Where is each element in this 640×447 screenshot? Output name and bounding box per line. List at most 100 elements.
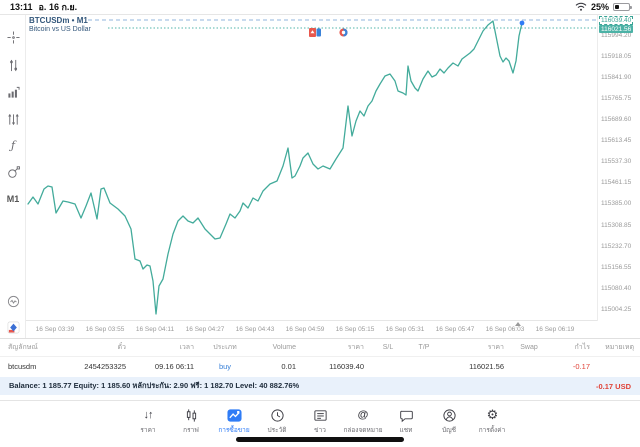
column-header: Volume (272, 344, 296, 351)
price-chart (27, 19, 597, 315)
clock-time: 13:11 (10, 2, 33, 12)
chart-region: ƒ M1 BTCUSDm • M1 Bitcoin vs US Dollar 1… (0, 14, 640, 338)
time-tick: 16 Sep 04:11 (135, 326, 175, 333)
indicators-icon[interactable] (0, 82, 26, 102)
timeframe-label: M1 (6, 194, 20, 204)
nav-item-label: กราฟ (183, 427, 199, 434)
time-tick: 16 Sep 06:03 (485, 326, 525, 333)
nav-item-chart-candles[interactable]: กราฟ (174, 407, 208, 435)
position-time-marker-icon (515, 322, 521, 326)
news-icon (313, 407, 328, 423)
chart-header: BTCUSDm • M1 Bitcoin vs US Dollar (29, 16, 91, 35)
nav-item-label: ประวัติ (267, 427, 287, 434)
settings-gear-icon: ⚙ (486, 407, 499, 422)
nav-item-news[interactable]: ข่าว (303, 407, 337, 435)
status-bar: 13:11 อ. 16 ก.ย. 25% (0, 0, 640, 14)
price-tick: 115232.70 (601, 242, 632, 250)
chat-icon (399, 407, 414, 423)
time-tick: 16 Sep 04:27 (185, 326, 225, 333)
positions-table: สัญลักษณ์ ตั๋ว เวลา ประเภท Volume ราคา S/L T/P ร… (0, 338, 640, 377)
nav-item-quotes-arrows[interactable]: ↓↑ ราคา (131, 407, 165, 435)
time-tick: 16 Sep 06:19 (535, 326, 575, 333)
price-tick: 115156.55 (601, 263, 632, 271)
time-tick: 16 Sep 05:15 (335, 326, 375, 333)
cell-profit: -0.17 (572, 362, 590, 371)
position-badge-icon (309, 24, 321, 42)
cell-current_price: 116021.56 (469, 362, 504, 371)
nav-item-mail-at[interactable]: @ กล่องจดหมาย (343, 407, 382, 435)
price-tick: 115004.25 (601, 305, 632, 313)
cell-ticket: 2454253325 (84, 362, 126, 371)
account-summary-text: Balance: 1 185.77 Equity: 1 185.60 หลักป… (9, 381, 300, 390)
open-price-axis-label: 116039.40 (599, 16, 634, 25)
position-row[interactable]: btcusdm 2454253325 09.16 06:11 buy 0.01 11603… (0, 356, 640, 376)
position-ring-icon (339, 24, 348, 42)
nav-item-trade-chart[interactable]: การซื้อขาย (217, 407, 251, 435)
column-header: ราคา (347, 344, 364, 351)
timeframe-button[interactable]: M1 (0, 189, 26, 209)
home-indicator[interactable] (236, 437, 404, 442)
column-header: ตั๋ว (117, 344, 126, 351)
price-tick: 115385.00 (601, 200, 632, 208)
column-header: ราคา (487, 344, 504, 351)
chart-toolbar: ƒ M1 (0, 15, 26, 338)
column-header: กำไร (574, 344, 590, 351)
column-header: เวลา (179, 344, 194, 351)
crosshair-icon[interactable] (0, 27, 26, 47)
current-price-axis-label: 116021.56 (599, 25, 634, 33)
cell-type: buy (218, 362, 232, 371)
calendar-icon[interactable] (0, 317, 26, 337)
time-tick: 16 Sep 05:31 (385, 326, 425, 333)
quotes-arrows-icon: ↓↑ (143, 409, 154, 421)
column-header: หมายเหตุ (605, 344, 634, 351)
cell-open_price: 116039.40 (329, 362, 364, 371)
column-header: ประเภท (213, 344, 237, 351)
time-tick: 16 Sep 03:39 (35, 326, 75, 333)
column-header: T/P (418, 344, 430, 351)
price-tick: 115537.30 (601, 158, 632, 166)
nav-item-label: บัญชี (441, 427, 457, 434)
nav-item-account[interactable]: บัญชี (432, 407, 466, 435)
chart-symbol-description: Bitcoin vs US Dollar (29, 26, 91, 33)
candles-tool-icon[interactable] (0, 55, 26, 75)
nav-item-label: การตั้งค่า (478, 427, 506, 434)
price-tick: 115080.40 (601, 284, 632, 292)
sliders-icon[interactable] (0, 109, 26, 129)
battery-percent: 25% (590, 2, 609, 12)
price-tick: 115461.15 (601, 179, 632, 187)
column-header: S/L (382, 344, 394, 351)
bottom-nav: ↓↑ ราคา กราฟ การซื้อขาย ประวัติ ข่าว @ กล่องจดห… (0, 400, 640, 447)
price-tick: 115689.60 (601, 116, 632, 124)
chart-candles-icon (184, 407, 199, 423)
pulse-clock-icon[interactable] (0, 291, 26, 311)
nav-item-history-clock[interactable]: ประวัติ (260, 407, 294, 435)
mail-at-icon: @ (357, 409, 369, 421)
history-clock-icon (270, 407, 285, 423)
cell-volume: 0.01 (281, 362, 296, 371)
nav-item-settings-gear[interactable]: ⚙ การตั้งค่า (475, 407, 509, 435)
cell-symbol: btcusdm (8, 362, 37, 371)
battery-icon (613, 3, 632, 11)
nav-item-label: การซื้อขาย (218, 427, 250, 434)
price-line-series (27, 20, 523, 315)
floating-profit: -0.17 USD (595, 381, 631, 391)
price-tick: 115308.85 (601, 221, 632, 229)
chart-symbol-title: BTCUSDm • M1 (29, 16, 88, 25)
price-tick: 115994.20 (601, 31, 632, 39)
nav-item-chat[interactable]: แชท (389, 407, 423, 435)
positions-table-header: สัญลักษณ์ ตั๋ว เวลา ประเภท Volume ราคา S/L T/P ร… (0, 339, 640, 356)
time-tick: 16 Sep 05:47 (435, 326, 475, 333)
trade-chart-icon (226, 407, 242, 423)
nav-item-label: ข่าว (314, 427, 326, 434)
function-icon[interactable]: ƒ (10, 138, 16, 152)
price-tick: 115918.05 (601, 52, 632, 60)
price-tick: 115613.45 (601, 137, 632, 145)
time-tick: 16 Sep 03:55 (85, 326, 125, 333)
time-axis: 16 Sep 03:39 16 Sep 03:55 16 Sep 04:11 16 S… (0, 321, 597, 339)
chart-plot-area[interactable]: BTCUSDm • M1 Bitcoin vs US Dollar (26, 15, 597, 321)
time-tick: 16 Sep 04:43 (235, 326, 275, 333)
status-date: อ. 16 ก.ย. (38, 2, 78, 12)
objects-icon[interactable] (0, 162, 26, 182)
wifi-icon (575, 2, 587, 13)
account-summary-bar: Balance: 1 185.77 Equity: 1 185.60 หลักป… (0, 377, 640, 395)
